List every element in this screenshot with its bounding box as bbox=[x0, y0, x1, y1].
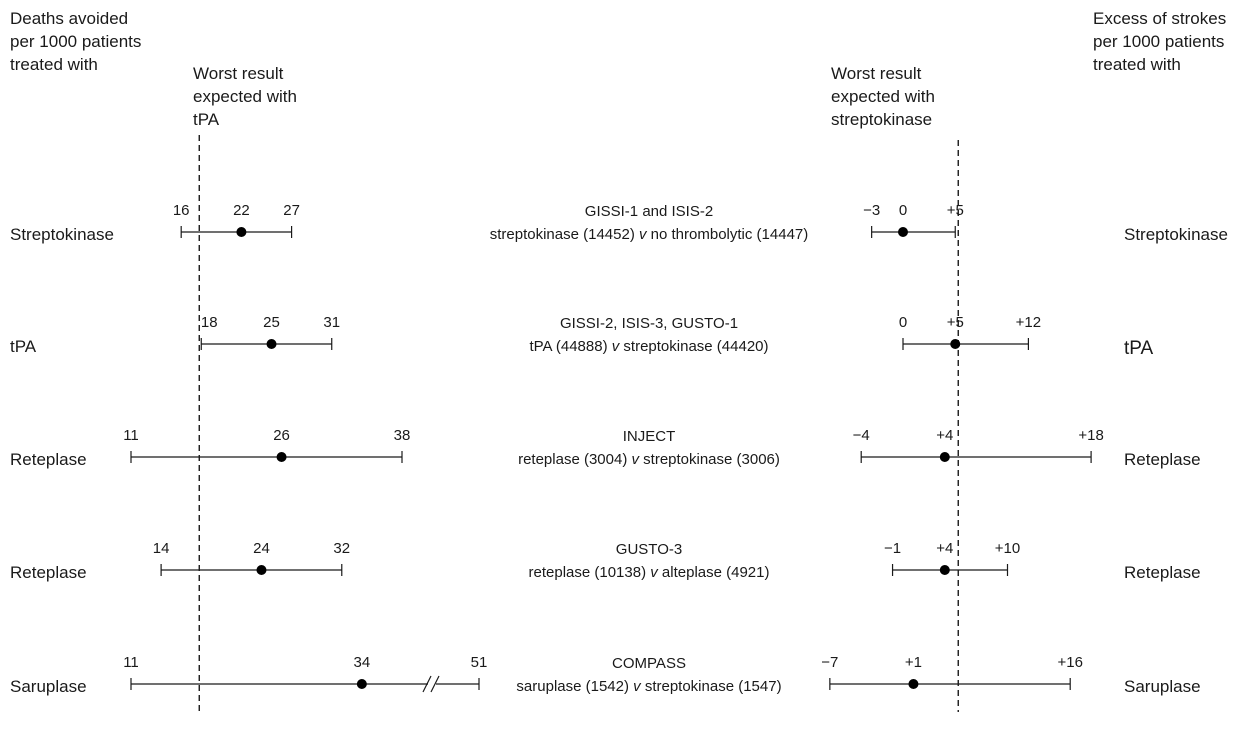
forest-row: Reteplase Reteplase 14 24 32 −1 +4 +10 GUSTO-3 re… bbox=[10, 540, 1201, 582]
right-row-label: tPA bbox=[1124, 338, 1154, 359]
right-row-label: Reteplase bbox=[1124, 450, 1201, 469]
strokes-estimate-label: +4 bbox=[936, 427, 953, 444]
deaths-point-estimate bbox=[236, 227, 247, 237]
comparison-part: no thrombolytic (14447) bbox=[647, 226, 809, 243]
deaths-estimate-label: 26 bbox=[273, 427, 290, 444]
trial-comparison: reteplase (10138) v alteplase (4921) bbox=[529, 564, 770, 581]
trial-comparison: saruplase (1542) v streptokinase (1547) bbox=[516, 678, 781, 695]
left-reference-label-line-2: expected with bbox=[193, 87, 297, 106]
strokes-ci-low-label: 0 bbox=[899, 314, 907, 331]
forest-row: Saruplase Saruplase 11 34 51 −7 +1 +16 COMPASS sa… bbox=[10, 654, 1201, 696]
strokes-ci-high-label: +12 bbox=[1016, 314, 1041, 331]
left-header-line-2: per 1000 patients bbox=[10, 32, 141, 51]
left-row-label: Saruplase bbox=[10, 677, 87, 696]
deaths-ci-high-label: 27 bbox=[283, 202, 300, 219]
right-header-line-3: treated with bbox=[1093, 55, 1181, 74]
left-row-label: Reteplase bbox=[10, 450, 87, 469]
comparison-part: saruplase (1542) bbox=[516, 678, 633, 695]
strokes-ci-low-label: −3 bbox=[863, 202, 880, 219]
strokes-ci-high-label: +16 bbox=[1057, 654, 1082, 671]
strokes-estimate-label: +1 bbox=[905, 654, 922, 671]
left-row-label: Reteplase bbox=[10, 563, 87, 582]
comparison-part: streptokinase (44420) bbox=[619, 338, 768, 355]
deaths-ci-low-label: 16 bbox=[173, 202, 190, 219]
deaths-estimate-label: 25 bbox=[263, 314, 280, 331]
deaths-estimate-label: 22 bbox=[233, 202, 250, 219]
right-header-line-1: Excess of strokes bbox=[1093, 9, 1226, 28]
strokes-point-estimate bbox=[898, 227, 908, 237]
strokes-point-estimate bbox=[908, 679, 919, 689]
versus-italic: v bbox=[633, 678, 642, 695]
comparison-part: reteplase (3004) bbox=[518, 451, 631, 468]
deaths-ci-high-label: 38 bbox=[394, 427, 411, 444]
deaths-estimate-label: 24 bbox=[253, 540, 270, 557]
strokes-ci-high-label: +5 bbox=[947, 202, 964, 219]
header-group: Deaths avoided per 1000 patients treated w… bbox=[10, 9, 1226, 129]
comparison-part: streptokinase (3006) bbox=[639, 451, 780, 468]
strokes-ci-low-label: −1 bbox=[884, 540, 901, 557]
versus-italic: v bbox=[612, 338, 621, 355]
right-reference-label-line-1: Worst result bbox=[831, 64, 922, 83]
left-header-line-3: treated with bbox=[10, 55, 98, 74]
deaths-ci-low-label: 18 bbox=[201, 314, 218, 331]
right-reference-label-line-3: streptokinase bbox=[831, 110, 932, 129]
deaths-ci-low-label: 11 bbox=[123, 427, 139, 444]
right-row-label: Saruplase bbox=[1124, 677, 1201, 696]
left-reference-label-line-1: Worst result bbox=[193, 64, 284, 83]
versus-italic: v bbox=[631, 451, 640, 468]
trial-name: GISSI-1 and ISIS-2 bbox=[585, 203, 713, 220]
strokes-estimate-label: 0 bbox=[899, 202, 907, 219]
left-reference-label-line-3: tPA bbox=[193, 110, 220, 129]
deaths-ci-high-label: 32 bbox=[333, 540, 350, 557]
strokes-estimate-label: +5 bbox=[947, 314, 964, 331]
right-header-line-2: per 1000 patients bbox=[1093, 32, 1224, 51]
left-header-line-1: Deaths avoided bbox=[10, 9, 128, 28]
rows-group: Streptokinase Streptokinase 16 22 27 −3 0 +5 GIS… bbox=[10, 202, 1228, 696]
strokes-point-estimate bbox=[939, 452, 950, 462]
left-row-label: Streptokinase bbox=[10, 225, 114, 244]
comparison-part: reteplase (10138) bbox=[529, 564, 651, 581]
versus-italic: v bbox=[639, 226, 648, 243]
comparison-part: tPA (44888) bbox=[529, 338, 611, 355]
trial-comparison: streptokinase (14452) v no thrombolytic … bbox=[490, 226, 809, 243]
trial-comparison: reteplase (3004) v streptokinase (3006) bbox=[518, 451, 780, 468]
strokes-ci-low-label: −7 bbox=[821, 654, 838, 671]
right-row-label: Reteplase bbox=[1124, 563, 1201, 582]
right-reference-label-line-2: expected with bbox=[831, 87, 935, 106]
strokes-point-estimate bbox=[939, 565, 950, 575]
deaths-ci-high-label: 51 bbox=[471, 654, 488, 671]
forest-row: Streptokinase Streptokinase 16 22 27 −3 0 +5 GIS… bbox=[10, 202, 1228, 244]
trial-name: GISSI-2, ISIS-3, GUSTO-1 bbox=[560, 315, 738, 332]
comparison-part: alteplase (4921) bbox=[658, 564, 770, 581]
axis-break-mark bbox=[430, 675, 440, 693]
strokes-ci-high-label: +10 bbox=[995, 540, 1020, 557]
reference-lines bbox=[198, 135, 959, 712]
deaths-point-estimate bbox=[256, 565, 267, 575]
comparison-part: streptokinase (14452) bbox=[490, 226, 639, 243]
deaths-ci-low-label: 11 bbox=[123, 654, 139, 671]
deaths-ci-low-label: 14 bbox=[153, 540, 170, 557]
forest-row: tPA tPA 18 25 31 0 +5 +12 GISSI-2, ISIS-3, GUSTO… bbox=[10, 314, 1154, 359]
trial-name: COMPASS bbox=[612, 655, 686, 672]
strokes-estimate-label: +4 bbox=[936, 540, 953, 557]
axis-break-mark bbox=[422, 675, 432, 693]
trial-name: GUSTO-3 bbox=[616, 541, 682, 558]
right-row-label: Streptokinase bbox=[1124, 225, 1228, 244]
strokes-ci-high-label: +18 bbox=[1078, 427, 1103, 444]
deaths-point-estimate bbox=[276, 452, 287, 462]
deaths-point-estimate bbox=[266, 339, 277, 349]
left-row-label: tPA bbox=[10, 337, 37, 356]
deaths-estimate-label: 34 bbox=[354, 654, 371, 671]
deaths-ci-high-label: 31 bbox=[323, 314, 340, 331]
forest-row: Reteplase Reteplase 11 26 38 −4 +4 +18 INJECT ret… bbox=[10, 427, 1201, 469]
strokes-ci-low-label: −4 bbox=[853, 427, 870, 444]
versus-italic: v bbox=[650, 564, 659, 581]
comparison-part: streptokinase (1547) bbox=[641, 678, 782, 695]
trial-name: INJECT bbox=[623, 428, 676, 445]
trial-comparison: tPA (44888) v streptokinase (44420) bbox=[529, 338, 768, 355]
strokes-point-estimate bbox=[950, 339, 961, 349]
deaths-point-estimate bbox=[356, 679, 367, 689]
